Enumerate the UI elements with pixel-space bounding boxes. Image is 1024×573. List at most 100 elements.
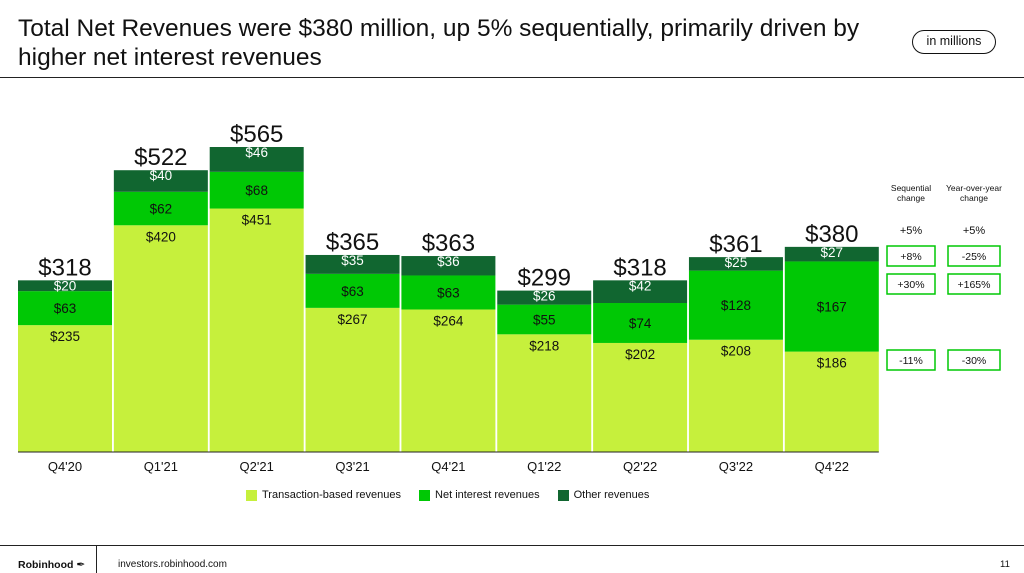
- bar-label-net-interest: $55: [533, 312, 556, 327]
- bar-label-other: $26: [533, 289, 556, 304]
- bar-label-transaction: $218: [529, 338, 559, 353]
- bar-other: [113, 170, 208, 192]
- bar-total-label: $361: [709, 231, 762, 258]
- bar-label-transaction: $186: [817, 356, 847, 371]
- bar-other: [784, 246, 879, 262]
- bar-net-interest: [18, 291, 112, 326]
- bar-transaction: [209, 208, 304, 452]
- bar-transaction: [401, 309, 496, 452]
- bar-label-net-interest: $62: [150, 202, 173, 217]
- x-tick-label: Q2'22: [623, 459, 657, 474]
- bar-total-label: $318: [613, 254, 666, 281]
- change-box: [947, 349, 1001, 371]
- bar-label-net-interest: $74: [629, 316, 652, 331]
- sequential-change-value: +8%: [900, 251, 921, 263]
- bar-label-transaction: $264: [433, 313, 464, 328]
- change-header: change: [960, 193, 988, 203]
- sequential-change-value: +30%: [897, 279, 924, 291]
- bar-total-label: $380: [805, 221, 858, 248]
- bar-label-other: $40: [150, 168, 173, 183]
- sequential-total: +5%: [900, 225, 923, 237]
- bar-transaction: [688, 339, 783, 452]
- x-tick-label: Q1'21: [144, 459, 178, 474]
- bar-other: [18, 280, 112, 292]
- bar-label-transaction: $202: [625, 347, 655, 362]
- bar-total-label: $363: [422, 230, 475, 257]
- bar-label-transaction: $208: [721, 344, 751, 359]
- bar-label-other: $27: [821, 245, 844, 260]
- legend-swatch-other: [557, 489, 569, 501]
- legend-item-other: Other revenues: [557, 489, 650, 501]
- change-box: [947, 273, 1001, 295]
- legend-item-net-interest: Net interest revenues: [419, 489, 540, 501]
- legend-swatch-net-interest: [419, 489, 431, 501]
- bar-transaction: [593, 342, 688, 452]
- yoy-change-value: +165%: [958, 279, 991, 291]
- bar-net-interest: [113, 191, 208, 226]
- x-tick-label: Q3'22: [719, 459, 753, 474]
- change-box: [886, 349, 936, 371]
- bar-net-interest: [209, 171, 304, 209]
- bar-total-label: $299: [518, 265, 571, 292]
- bar-transaction: [784, 351, 879, 452]
- bar-other: [497, 290, 592, 305]
- bar-other: [209, 147, 304, 172]
- page-number: 11: [1000, 559, 1010, 570]
- bar-transaction: [497, 334, 592, 452]
- feather-icon: ✒: [76, 559, 86, 571]
- bar-transaction: [113, 225, 208, 452]
- bar-label-transaction: $267: [338, 312, 368, 327]
- legend-label-transaction: Transaction-based revenues: [262, 489, 402, 501]
- bar-label-other: $46: [245, 145, 268, 160]
- brand-name: Robinhood: [18, 559, 74, 571]
- footer-divider: [0, 545, 1024, 546]
- legend-item-transaction: Transaction-based revenues: [246, 489, 401, 501]
- bar-total-label: $365: [326, 229, 379, 256]
- bar-transaction: [18, 325, 112, 452]
- bar-label-net-interest: $63: [341, 284, 364, 299]
- change-header: Sequential: [891, 183, 931, 193]
- bar-transaction: [305, 307, 400, 452]
- footer-vertical-divider: [96, 545, 97, 573]
- bar-net-interest: [497, 304, 592, 335]
- bar-label-transaction: $235: [50, 329, 80, 344]
- change-box: [886, 245, 936, 267]
- x-tick-label: Q4'21: [431, 459, 465, 474]
- bar-label-other: $35: [341, 253, 364, 268]
- bar-label-net-interest: $167: [817, 300, 847, 315]
- bar-net-interest: [688, 270, 783, 340]
- bar-other: [401, 256, 496, 276]
- bar-label-net-interest: $63: [437, 285, 460, 300]
- header-divider: [0, 77, 1024, 78]
- bar-net-interest: [593, 303, 688, 343]
- legend-label-other: Other revenues: [573, 489, 650, 501]
- yoy-total: +5%: [963, 225, 986, 237]
- x-tick-label: Q3'21: [335, 459, 369, 474]
- bar-label-other: $20: [54, 278, 77, 293]
- x-tick-label: Q4'22: [815, 459, 849, 474]
- page-title: Total Net Revenues were $380 million, up…: [18, 15, 860, 71]
- bar-label-other: $36: [437, 254, 460, 269]
- bar-net-interest: [784, 261, 879, 352]
- website-link[interactable]: investors.robinhood.com: [118, 559, 227, 570]
- x-tick-label: Q4'20: [48, 459, 82, 474]
- bar-total-label: $522: [134, 144, 187, 171]
- bar-label-net-interest: $128: [721, 298, 751, 313]
- chart-legend: Transaction-based revenues Net interest …: [246, 489, 649, 501]
- brand-logo: Robinhood ✒: [18, 559, 85, 571]
- bar-label-net-interest: $63: [54, 301, 77, 316]
- x-tick-label: Q2'21: [240, 459, 274, 474]
- revenue-chart: $235$63$20$318Q4'20$420$62$40$522Q1'21$4…: [18, 121, 1002, 474]
- x-tick-label: Q1'22: [527, 459, 561, 474]
- bar-total-label: $318: [38, 254, 91, 281]
- bar-label-net-interest: $68: [245, 183, 268, 198]
- change-box: [947, 245, 1001, 267]
- bar-label-transaction: $451: [242, 213, 272, 228]
- bar-label-other: $42: [629, 278, 652, 293]
- change-box: [886, 273, 936, 295]
- bar-net-interest: [305, 273, 400, 308]
- legend-label-net-interest: Net interest revenues: [435, 489, 540, 501]
- change-header: Year-over-year: [946, 183, 1002, 193]
- bar-net-interest: [401, 275, 496, 310]
- sequential-change-value: -11%: [899, 355, 923, 367]
